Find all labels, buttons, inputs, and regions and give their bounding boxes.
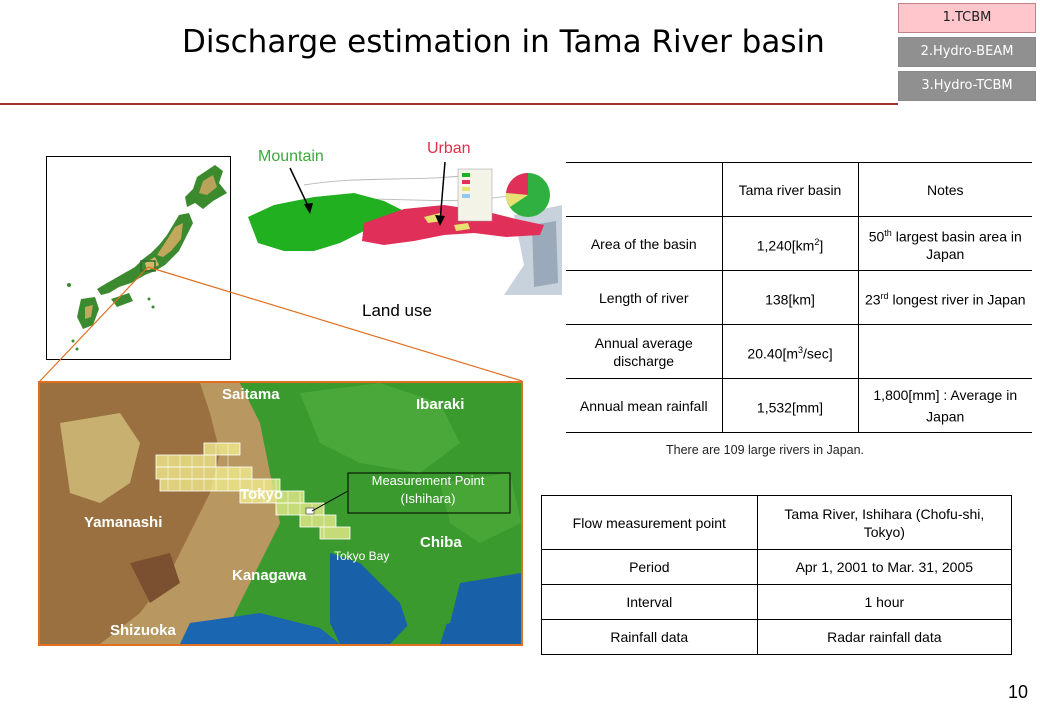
basin-row-note [857,324,1032,379]
landuse-caption: Land use [362,301,432,320]
japan-map [46,156,231,360]
place-ibaraki: Ibaraki [416,396,465,413]
flow-row-value: 1 hour [756,584,1013,620]
basin-row-note: 50th largest basin area in Japan [857,216,1032,271]
basin-row-label: Annual mean rainfall [566,378,722,433]
basin-table-header-empty [566,162,722,217]
measurement-point-line1: Measurement Point [371,473,485,488]
flow-row-label: Interval [541,584,758,620]
basin-footnote: There are 109 large rivers in Japan. [666,443,865,457]
place-tokyo-bay: Tokyo Bay [334,549,390,563]
urban-label: Urban [427,140,471,157]
basin-row-value: 1,532[mm] [721,378,858,433]
regional-map [38,381,523,646]
mountain-label: Mountain [258,148,324,165]
basin-row-label: Area of the basin [566,216,722,271]
flow-row-label: Rainfall data [541,619,758,655]
place-tokyo: Tokyo [240,486,284,503]
basin-row-value: 1,240[km2] [721,216,858,271]
basin-row-value: 20.40[m3/sec] [721,324,858,379]
basin-row-note: 23rd longest river in Japan [857,270,1032,325]
measurement-point-line2: (Ishihara) [400,491,456,506]
place-yamanashi: Yamanashi [84,514,163,531]
basin-row-label: Annual average discharge [566,324,722,379]
basin-table-header-notes: Notes [857,162,1032,217]
place-kanagawa: Kanagawa [232,567,307,584]
basin-table-header-basin: Tama river basin [721,162,858,217]
slide-title: Discharge estimation in Tama River basin [182,24,825,60]
measurement-point-label: Measurement Point (Ishihara) [348,472,508,508]
place-saitama: Saitama [222,386,280,403]
flow-table: Flow measurement point Tama River, Ishih… [541,495,1013,655]
nav-hydro-tcbm-button[interactable]: 3.Hydro-TCBM [898,71,1036,101]
nav-hydro-beam-button[interactable]: 2.Hydro-BEAM [898,37,1036,67]
place-chiba: Chiba [420,534,462,551]
landuse-map [244,165,562,295]
place-shizuoka: Shizuoka [110,622,176,639]
basin-table: Tama river basin Notes Area of the basin… [566,162,1032,433]
basin-row-note: 1,800[mm] : Average in Japan [857,378,1032,433]
basin-row-value: 138[km] [721,270,858,325]
flow-row-value: Apr 1, 2001 to Mar. 31, 2005 [756,549,1013,585]
flow-row-label: Flow measurement point [541,495,758,550]
nav-tcbm-button[interactable]: 1.TCBM [898,3,1036,33]
page-number: 10 [1008,682,1029,702]
basin-row-label: Length of river [566,270,722,325]
title-divider [0,103,898,105]
flow-row-value: Tama River, Ishihara (Chofu-shi, Tokyo) [756,495,1013,550]
flow-row-label: Period [541,549,758,585]
flow-row-value: Radar rainfall data [756,619,1013,655]
